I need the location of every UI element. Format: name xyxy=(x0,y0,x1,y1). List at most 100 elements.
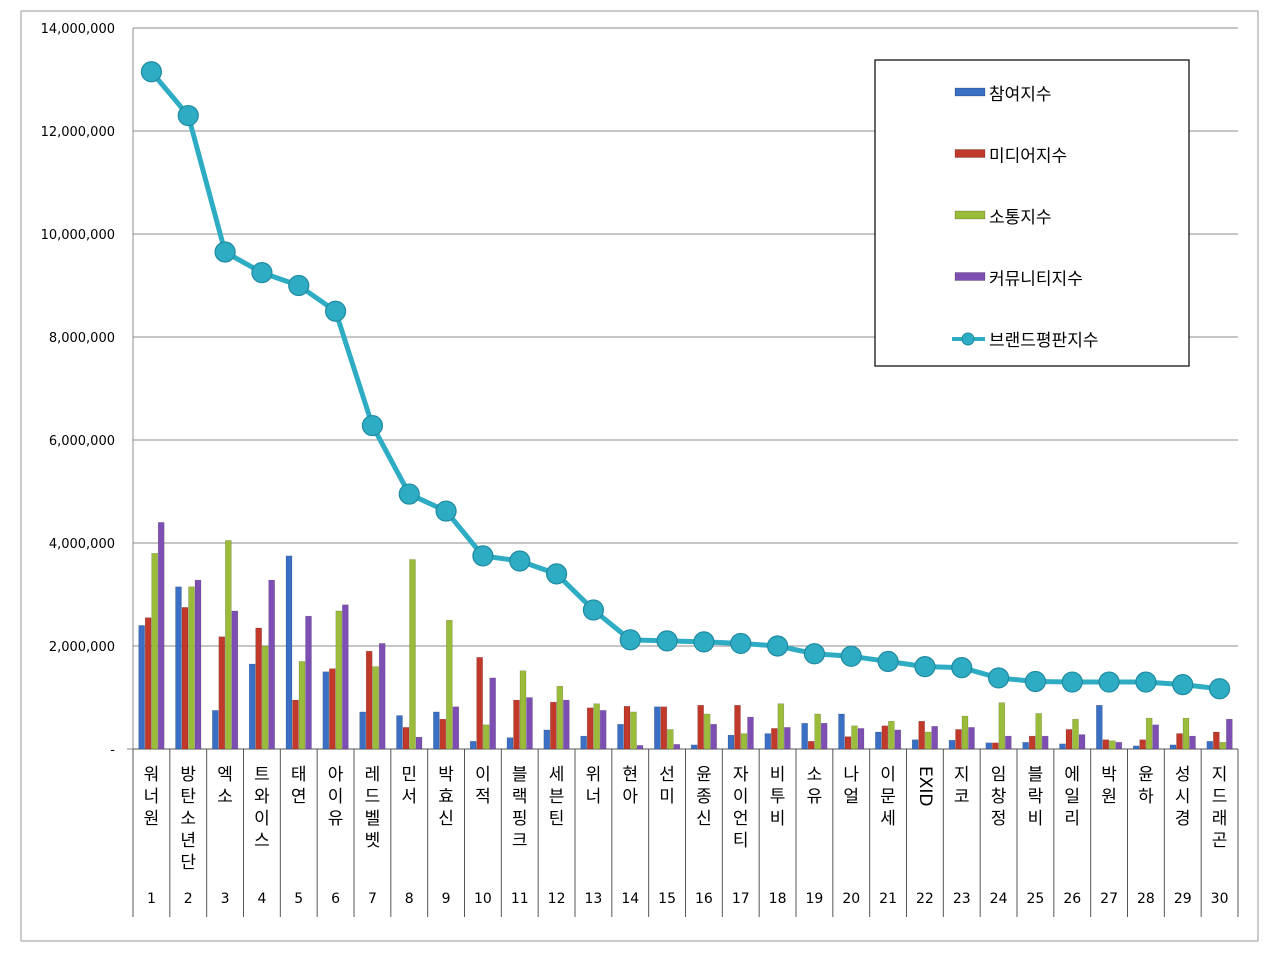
bar xyxy=(888,720,895,750)
legend-box xyxy=(874,59,1190,367)
bar xyxy=(636,745,644,750)
bar xyxy=(1145,717,1153,750)
bar xyxy=(519,670,527,750)
bar xyxy=(359,711,366,750)
line-point xyxy=(435,500,457,522)
bar xyxy=(1035,713,1042,750)
rank-label: 12 xyxy=(548,891,566,907)
rank-label: 16 xyxy=(695,891,713,907)
line-point xyxy=(214,241,236,263)
bar xyxy=(727,734,735,750)
bar xyxy=(563,699,570,750)
line-point xyxy=(803,643,826,665)
bar xyxy=(777,703,785,750)
bar xyxy=(955,729,962,750)
rank-label: 21 xyxy=(879,891,897,907)
bar xyxy=(402,727,410,750)
legend-entry-label: 미디어지수 xyxy=(989,147,1067,167)
bar xyxy=(1115,742,1123,750)
bar xyxy=(654,706,661,750)
line-point xyxy=(509,550,531,572)
bar xyxy=(1102,739,1110,750)
bar xyxy=(660,706,668,750)
line-series xyxy=(140,61,1231,700)
bar xyxy=(580,735,587,750)
bar xyxy=(771,728,778,750)
bar xyxy=(365,650,373,750)
bar xyxy=(335,610,343,750)
bar xyxy=(1182,717,1190,750)
bar xyxy=(526,697,533,750)
rank-label: 15 xyxy=(658,891,676,907)
legend-entry-label: 참여지수 xyxy=(989,85,1052,105)
bar xyxy=(630,711,637,750)
bar xyxy=(881,725,889,750)
bar xyxy=(157,522,165,750)
bar xyxy=(801,723,808,750)
rank-label: 9 xyxy=(442,891,451,907)
bar xyxy=(329,668,336,750)
y-tick-label: 8,000,000 xyxy=(49,331,115,346)
rank-label: 13 xyxy=(585,891,603,907)
line-point xyxy=(545,563,568,585)
legend-entry-label: 브랜드평판지수 xyxy=(989,331,1098,351)
bar xyxy=(469,741,477,750)
bar xyxy=(703,713,711,750)
rank-label: 27 xyxy=(1100,891,1118,907)
line-point xyxy=(840,645,862,667)
bar xyxy=(820,723,828,750)
bar xyxy=(268,579,275,750)
bar xyxy=(851,725,858,750)
rank-label: 14 xyxy=(621,891,639,907)
bar xyxy=(998,702,1006,750)
line-point xyxy=(987,667,1010,689)
line-point xyxy=(1135,671,1157,693)
bar xyxy=(396,715,403,750)
line-point xyxy=(251,262,273,284)
line-point xyxy=(324,300,347,322)
rank-label: 6 xyxy=(331,891,340,907)
bar xyxy=(961,715,969,750)
bar xyxy=(543,729,551,750)
bar xyxy=(175,586,182,750)
rank-label: 19 xyxy=(806,891,824,907)
bar xyxy=(1059,743,1066,750)
bar xyxy=(261,645,269,750)
bar xyxy=(857,728,865,750)
category-table: 워 너 원 1 방 탄 소 년 단 2 엑 소 3 트 와 이 스 4 태 연 5 아 이 유 6 레 드 벨 벳 7 민 서 8 박 효 신 9 이 적 1… xyxy=(132,748,1239,917)
bar xyxy=(218,636,226,750)
bar xyxy=(992,742,999,750)
line-point xyxy=(730,632,752,655)
y-tick-label: 2,000,000 xyxy=(49,640,115,655)
bar xyxy=(415,736,423,750)
rank-label: 29 xyxy=(1174,891,1192,907)
line-point xyxy=(140,61,163,83)
bar xyxy=(138,625,145,750)
line-point xyxy=(177,104,199,127)
bar xyxy=(1226,718,1233,750)
line-point xyxy=(1172,674,1194,696)
rank-label: 18 xyxy=(769,891,787,907)
bar xyxy=(844,736,852,750)
bar xyxy=(1219,742,1227,750)
bar xyxy=(918,720,925,750)
line-point xyxy=(656,630,678,652)
rank-label: 3 xyxy=(221,891,230,907)
legend-swatch xyxy=(954,149,986,158)
bar xyxy=(181,607,189,750)
bar xyxy=(225,540,232,750)
bar xyxy=(593,703,600,750)
legend-swatch xyxy=(954,272,986,281)
